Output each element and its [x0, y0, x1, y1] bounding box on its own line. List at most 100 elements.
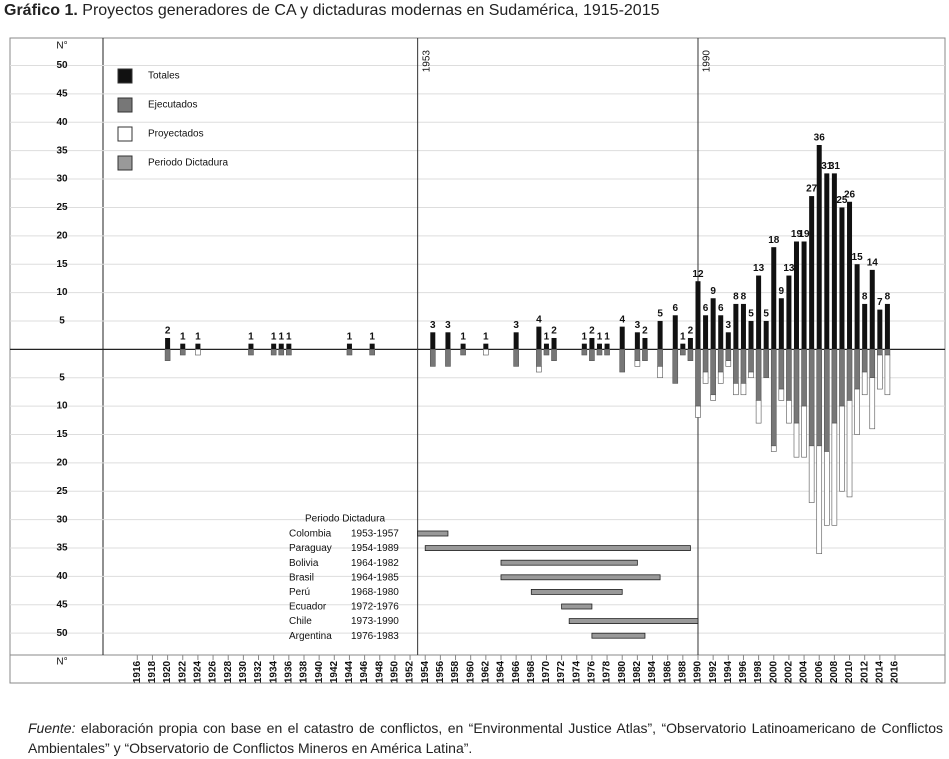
- bar-executed: [801, 349, 807, 407]
- value-label: 1: [278, 331, 284, 342]
- legend-swatch: [117, 68, 133, 84]
- y-tick-label: 35: [56, 543, 68, 554]
- bar-total: [748, 320, 754, 350]
- bar-total: [771, 247, 777, 350]
- value-label: 5: [657, 309, 663, 320]
- bar-total: [248, 343, 254, 350]
- y-tick-label: 50: [56, 628, 68, 639]
- x-tick-label: 1942: [329, 660, 340, 683]
- bar-total: [589, 337, 595, 350]
- bar-executed: [164, 349, 171, 361]
- bar-total: [543, 343, 549, 350]
- y-tick-label: 45: [56, 89, 68, 100]
- dictatorship-bar: [424, 545, 691, 551]
- bar-total: [460, 343, 466, 350]
- bar-total: [430, 332, 436, 350]
- value-label: 3: [445, 320, 451, 331]
- bar-executed: [740, 349, 747, 384]
- value-label: 5: [748, 309, 754, 320]
- bar-projected: [634, 360, 641, 367]
- bar-total: [695, 281, 701, 350]
- bar-projected: [748, 371, 754, 379]
- bar-projected: [483, 349, 489, 356]
- x-tick-label: 2016: [890, 660, 901, 683]
- bar-projected: [831, 422, 838, 526]
- dictatorship-title: Periodo Dictadura: [305, 514, 385, 525]
- bar-total: [847, 201, 853, 350]
- bar-executed: [869, 349, 876, 379]
- bar-total: [687, 337, 693, 350]
- bar-total: [634, 332, 640, 350]
- bar-total: [733, 303, 739, 350]
- value-label: 6: [672, 303, 678, 314]
- bar-executed: [816, 349, 823, 447]
- bar-total: [513, 332, 519, 350]
- bar-executed: [770, 349, 777, 447]
- value-label: 1: [369, 331, 375, 342]
- legend-swatch: [117, 155, 133, 171]
- bar-executed: [823, 349, 830, 452]
- source-note: Fuente: elaboración propia con base en e…: [28, 718, 943, 758]
- reference-label: 1953: [421, 50, 432, 73]
- period-label: 1968-1980: [351, 587, 399, 598]
- value-label: 25: [836, 195, 848, 206]
- bar-projected: [195, 349, 201, 356]
- bar-projected: [725, 360, 732, 367]
- y-tick-label: 5: [59, 316, 65, 327]
- x-tick-label: 2014: [874, 660, 885, 683]
- bar-total: [854, 264, 860, 350]
- bar-executed: [710, 349, 716, 396]
- period-label: 1954-1989: [351, 543, 399, 554]
- bar-executed: [604, 349, 610, 356]
- bar-total: [165, 337, 171, 350]
- bar-executed: [543, 349, 550, 356]
- legend-label: Periodo Dictadura: [148, 158, 228, 169]
- country-label: Perú: [289, 587, 310, 598]
- bar-projected: [717, 371, 724, 384]
- bar-total: [703, 315, 709, 350]
- value-label: 1: [604, 331, 610, 342]
- value-label: 2: [551, 326, 557, 337]
- period-label: 1964-1982: [351, 558, 399, 569]
- x-tick-label: 1990: [693, 660, 704, 683]
- bar-executed: [278, 349, 285, 356]
- x-tick-label: 1954: [420, 660, 431, 683]
- x-tick-label: 1968: [526, 660, 537, 683]
- value-label: 3: [430, 320, 436, 331]
- bar-projected: [755, 400, 762, 424]
- bar-executed: [877, 349, 883, 356]
- x-tick-label: 1938: [299, 660, 310, 683]
- y-tick-label: 10: [56, 401, 68, 412]
- bar-projected: [657, 366, 663, 379]
- period-label: 1972-1976: [351, 602, 399, 613]
- dictatorship-bar: [591, 632, 646, 639]
- y-tick-label: 15: [56, 429, 68, 440]
- y-tick-label: 5: [59, 372, 65, 383]
- value-label: 5: [763, 309, 769, 320]
- y-tick-label: 40: [56, 117, 68, 128]
- x-tick-label: 1960: [465, 660, 476, 683]
- bar-executed: [642, 349, 648, 361]
- bar-projected: [793, 422, 800, 458]
- y-tick-label: 35: [56, 145, 68, 156]
- bar-executed: [429, 349, 436, 367]
- bar-executed: [846, 349, 853, 401]
- bar-total: [278, 343, 284, 350]
- bar-projected: [877, 354, 883, 390]
- value-label: 31: [829, 161, 841, 172]
- bar-executed: [581, 349, 588, 356]
- bar-total: [831, 173, 837, 350]
- bar-executed: [445, 349, 451, 367]
- x-tick-label: 1922: [177, 660, 188, 683]
- x-tick-label: 1916: [132, 660, 143, 683]
- x-tick-label: 1984: [647, 660, 658, 683]
- bar-executed: [717, 349, 724, 373]
- x-tick-label: 1974: [571, 660, 582, 683]
- legend-label: Proyectados: [148, 129, 204, 140]
- x-tick-label: 2010: [844, 660, 855, 683]
- bar-projected: [846, 400, 853, 498]
- x-tick-label: 1926: [208, 660, 219, 683]
- value-label: 1: [195, 331, 201, 342]
- bar-executed: [763, 349, 769, 379]
